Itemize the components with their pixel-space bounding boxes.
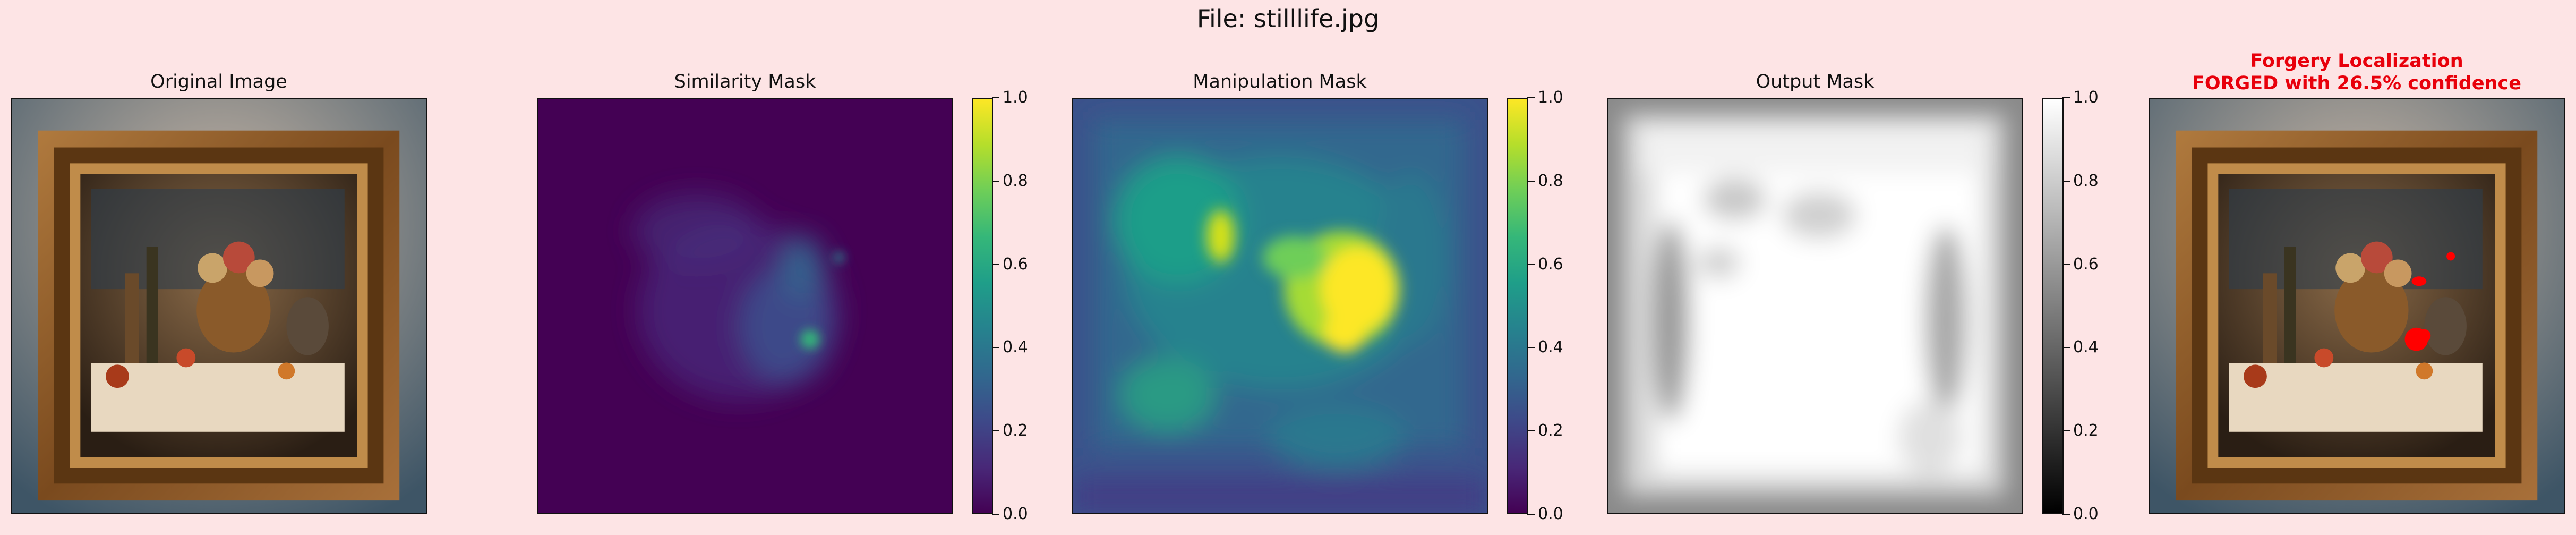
forgery-localization-image (2149, 98, 2565, 514)
output-colorbar-tick-label: 0.2 (2073, 421, 2099, 440)
manipulation-colorbar-tick-label: 0.8 (1538, 171, 1563, 190)
manipulation-mask (1072, 98, 1488, 514)
similarity-colorbar-tick (992, 180, 999, 182)
manipulation-colorbar-tick (1527, 514, 1535, 515)
similarity-colorbar-tick-label: 0.2 (1003, 421, 1028, 440)
manipulation-colorbar-tick-label: 0.6 (1538, 254, 1563, 274)
forgery-title-line1: Forgery Localization (2250, 50, 2463, 72)
manipulation-colorbar-tick (1527, 97, 1535, 98)
output-colorbar-tick (2062, 97, 2070, 98)
similarity-mask-title: Similarity Mask (674, 71, 816, 92)
output-colorbar-tick (2062, 430, 2070, 432)
similarity-colorbar-tick-label: 0.0 (1003, 505, 1028, 523)
original-image-title: Original Image (150, 71, 287, 92)
similarity-mask (537, 98, 953, 514)
similarity-colorbar-tick (992, 347, 999, 349)
manipulation-colorbar-tick-label: 0.0 (1538, 505, 1563, 523)
output-colorbar (2042, 98, 2064, 514)
output-colorbar-tick-label: 0.4 (2073, 338, 2099, 357)
figure-title: File: stilllife.jpg (1196, 4, 1380, 33)
similarity-colorbar-tick-label: 0.6 (1003, 254, 1028, 274)
manipulation-colorbar-tick-label: 1.0 (1538, 88, 1563, 107)
manipulation-mask-title: Manipulation Mask (1193, 71, 1367, 92)
similarity-colorbar-tick (992, 514, 999, 515)
similarity-colorbar-tick (992, 430, 999, 432)
output-colorbar-tick (2062, 180, 2070, 182)
similarity-colorbar-tick (992, 97, 999, 98)
manipulation-colorbar-tick (1527, 180, 1535, 182)
manipulation-colorbar-tick (1527, 430, 1535, 432)
output-colorbar-tick-label: 1.0 (2073, 88, 2099, 107)
similarity-colorbar-tick-label: 1.0 (1003, 88, 1028, 107)
forgery-verdict: FORGED with 26.5% confidence (2192, 73, 2522, 94)
manipulation-colorbar-tick-label: 0.4 (1538, 338, 1563, 357)
similarity-colorbar (972, 98, 993, 514)
original-image (11, 98, 427, 514)
output-colorbar-tick (2062, 514, 2070, 515)
manipulation-colorbar-tick (1527, 264, 1535, 265)
output-mask (1607, 98, 2023, 514)
similarity-colorbar-tick-label: 0.8 (1003, 171, 1028, 190)
manipulation-colorbar-tick-label: 0.2 (1538, 421, 1563, 440)
similarity-colorbar-tick-label: 0.4 (1003, 338, 1028, 357)
output-colorbar-tick-label: 0.6 (2073, 254, 2099, 274)
manipulation-colorbar-tick (1527, 347, 1535, 349)
output-colorbar-tick-label: 0.0 (2073, 505, 2099, 523)
manipulation-colorbar (1507, 98, 1528, 514)
forgery-localization-title: Forgery Localization FORGED with 26.5% c… (2149, 50, 2565, 95)
similarity-colorbar-tick (992, 264, 999, 265)
output-colorbar-tick-label: 0.8 (2073, 171, 2099, 190)
output-colorbar-tick (2062, 264, 2070, 265)
forgery-region-markers (2404, 252, 2455, 351)
output-colorbar-tick (2062, 347, 2070, 349)
output-mask-title: Output Mask (1756, 71, 1875, 92)
